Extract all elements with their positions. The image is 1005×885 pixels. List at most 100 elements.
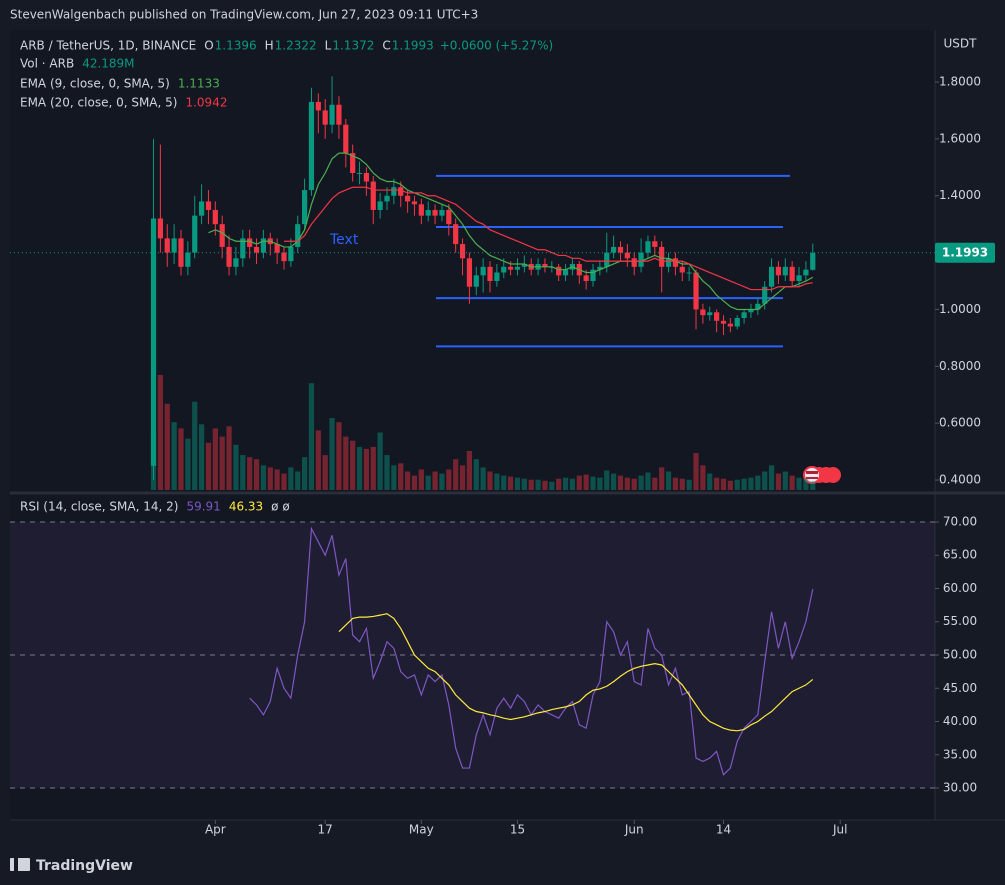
- candle-body: [425, 209, 431, 216]
- volume-bar: [714, 477, 720, 490]
- candle-body: [466, 258, 473, 287]
- volume-bar: [549, 481, 555, 490]
- volume-bar: [267, 467, 273, 490]
- candle-body: [604, 252, 610, 267]
- legend-text: 1.1133: [178, 77, 220, 91]
- volume-bar: [652, 477, 658, 490]
- volume-bar: [157, 375, 163, 490]
- candle-body: [590, 269, 596, 282]
- publisher: StevenWalgenbach published on TradingVie…: [10, 8, 478, 22]
- x-tick-label: Apr: [205, 823, 226, 837]
- volume-bar: [405, 471, 411, 490]
- candle-body: [542, 263, 548, 267]
- volume-bar: [226, 426, 232, 490]
- legend-text: H: [265, 39, 274, 53]
- candle-body: [508, 266, 514, 270]
- candle-body: [219, 224, 225, 247]
- y-tick-label: 35.00: [943, 747, 977, 761]
- volume-bar: [597, 477, 603, 490]
- volume-bar: [700, 465, 706, 490]
- y-tick-label: 50.00: [943, 648, 977, 662]
- candle-body: [762, 286, 768, 304]
- volume-bar: [329, 418, 335, 490]
- volume-bar: [645, 472, 651, 490]
- legend-text: 1.1993: [392, 39, 434, 53]
- candle-body: [720, 320, 727, 324]
- volume-bar: [748, 477, 754, 490]
- candle-body: [631, 258, 637, 267]
- candle-body: [755, 303, 761, 310]
- annotation: Text: [329, 232, 359, 248]
- candle-body: [178, 238, 184, 267]
- plot-area: [10, 30, 935, 820]
- candle-body: [260, 238, 266, 253]
- volume-bar: [459, 465, 466, 490]
- candle-body: [727, 323, 733, 327]
- candle-body: [707, 312, 713, 316]
- y-tick-label: 1.0000: [939, 302, 981, 316]
- volume-bar: [665, 471, 672, 490]
- ema-line: [208, 152, 814, 311]
- volume-bar: [659, 467, 665, 490]
- legend-text: Vol · ARB: [20, 57, 74, 71]
- volume-bar: [755, 475, 761, 490]
- y-tick-label: 55.00: [943, 614, 977, 628]
- candle-body: [391, 187, 397, 196]
- volume-bar: [466, 450, 473, 490]
- legend-text: 1.1372: [332, 39, 374, 53]
- volume-bar: [810, 481, 816, 490]
- candle-body: [301, 190, 308, 225]
- candle-body: [240, 238, 246, 259]
- candle-body: [322, 110, 328, 125]
- volume-bar: [768, 465, 775, 490]
- volume-bar: [487, 471, 493, 490]
- candle-body: [597, 266, 603, 270]
- candle-body: [212, 209, 218, 225]
- candle-body: [700, 309, 706, 316]
- volume-bar: [528, 479, 534, 490]
- x-tick-label: 17: [318, 823, 333, 837]
- candle-body: [281, 252, 287, 262]
- legend-text: EMA (20, close, 0, SMA, 5): [20, 96, 177, 110]
- volume-bar: [720, 478, 727, 490]
- candle-body: [446, 209, 452, 225]
- y-tick-label: 1.4000: [939, 188, 981, 202]
- volume-bar: [583, 474, 589, 490]
- volume-bar: [590, 476, 596, 490]
- candle-body: [665, 258, 672, 267]
- candle-body: [205, 201, 212, 210]
- y-tick-label: 0.6000: [939, 416, 981, 430]
- volume-bar: [164, 403, 170, 490]
- candle-body: [453, 224, 459, 245]
- logo: [10, 858, 30, 871]
- volume-bar: [363, 448, 370, 490]
- volume-bar: [686, 479, 692, 490]
- volume-bar: [301, 457, 308, 490]
- candle-body: [343, 124, 349, 154]
- volume-bar: [288, 467, 294, 490]
- candle-body: [274, 244, 280, 253]
- price-label-box: [935, 242, 995, 263]
- candle-body: [679, 266, 685, 273]
- volume-bar: [315, 430, 321, 490]
- volume-bar: [343, 436, 349, 490]
- event-flags: [803, 466, 841, 484]
- candle-body: [157, 218, 163, 239]
- volume-bar: [432, 471, 438, 490]
- volume-bar: [384, 455, 390, 490]
- volume-bar: [775, 473, 782, 490]
- x-tick-label: 14: [716, 823, 731, 837]
- candle-body: [288, 246, 294, 262]
- candle-body: [384, 195, 390, 202]
- volume-bar: [439, 473, 445, 490]
- legend-text: 1.2322: [275, 39, 317, 53]
- volume-bar: [514, 477, 521, 490]
- legend-text: +0.0600 (+5.27%): [440, 39, 553, 53]
- y-tick-label: 70.00: [943, 514, 977, 528]
- candle-body: [796, 275, 802, 282]
- candle-body: [480, 266, 486, 276]
- candle-body: [405, 195, 411, 202]
- volume-bar: [734, 479, 740, 490]
- volume-bar: [391, 465, 397, 490]
- volume-bar: [322, 455, 328, 490]
